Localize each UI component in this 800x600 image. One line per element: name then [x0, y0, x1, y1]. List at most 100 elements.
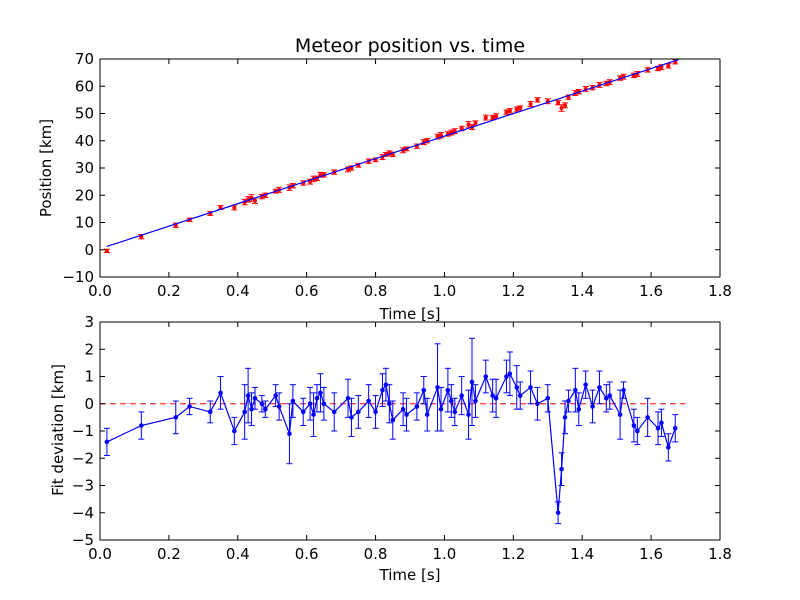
deviation-point [232, 428, 237, 434]
position-point [559, 106, 564, 111]
deviation-point [545, 396, 551, 401]
deviation-point [559, 466, 564, 472]
position-point [528, 101, 533, 106]
x-tick-label: 1.2 [501, 545, 525, 563]
y-tick-label: 3 [84, 313, 94, 331]
deviation-point [318, 390, 323, 396]
deviation-point [173, 415, 179, 420]
y-tick-label: 40 [75, 132, 94, 150]
deviation-point [514, 385, 520, 390]
x-tick-label: 1.6 [639, 282, 663, 300]
x-tick-label: 1.4 [570, 282, 594, 300]
deviation-point [263, 406, 268, 412]
deviation-point [421, 387, 427, 393]
deviation-point [287, 431, 292, 437]
deviation-point [452, 409, 458, 415]
deviation-point [383, 382, 389, 387]
deviation-point [390, 417, 396, 423]
position-point [494, 114, 499, 119]
deviation-point [311, 412, 316, 417]
deviation-point [207, 409, 213, 415]
x-tick-label: 0.6 [295, 282, 319, 300]
y-tick-label: 0 [84, 241, 94, 259]
plot-area [103, 59, 679, 253]
x-tick-label: 0.2 [157, 282, 181, 300]
plot-frame [99, 58, 721, 278]
deviation-point [387, 401, 392, 407]
position-point [466, 122, 471, 127]
position-point [253, 198, 257, 203]
deviation-point [438, 406, 444, 412]
position-point [518, 106, 523, 111]
deviation-point [373, 409, 378, 415]
deviation-point [490, 393, 495, 398]
deviation-point [621, 387, 626, 393]
y-tick-label: 2 [84, 340, 94, 358]
deviation-point [273, 393, 278, 398]
deviation-point [607, 393, 613, 398]
x-tick-label: 0.6 [295, 545, 319, 563]
deviation-point [466, 412, 471, 417]
deviation-point [187, 404, 192, 409]
x-tick-label: 1.8 [708, 282, 732, 300]
linear-fit-line [106, 59, 679, 248]
deviation-point [218, 390, 223, 396]
y-axis-label: Position [km] [37, 119, 55, 217]
x-tick-label: 0.8 [364, 282, 388, 300]
deviation-point [473, 398, 478, 404]
x-tick-label: 0.4 [226, 545, 250, 563]
position-point [504, 110, 509, 115]
deviation-point [356, 409, 361, 415]
x-tick-label: 0.4 [226, 282, 250, 300]
x-tick-label: 0.0 [88, 282, 112, 300]
x-tick-label: 0.2 [157, 545, 181, 563]
deviation-point [655, 425, 661, 431]
position-point [459, 126, 464, 131]
deviation-point [249, 406, 254, 412]
deviation-point [366, 398, 371, 404]
x-tick-label: 0.0 [88, 545, 112, 563]
position-point [507, 108, 512, 113]
position-vs-time-chart: Meteor position vs. time Time [s] Positi… [37, 35, 732, 323]
deviation-point [290, 398, 296, 404]
deviation-point [404, 412, 409, 417]
deviation-point [631, 423, 637, 428]
deviation-point [252, 396, 258, 401]
deviation-point [597, 385, 602, 390]
deviation-point [349, 415, 354, 420]
plot-area [100, 337, 686, 525]
deviation-point [583, 382, 588, 387]
deviation-point [659, 420, 664, 426]
position-point [659, 65, 664, 70]
deviation-point [245, 393, 251, 398]
position-point [473, 121, 478, 126]
y-tick-label: 10 [75, 214, 94, 232]
deviation-line [106, 372, 676, 513]
y-tick-label: 0 [84, 395, 94, 413]
position-point [556, 100, 561, 105]
y-tick-label: −10 [62, 268, 94, 286]
deviation-point [566, 398, 571, 404]
deviation-point [635, 428, 640, 434]
y-tick-label: 30 [75, 159, 94, 177]
position-point [563, 103, 567, 108]
deviation-point [555, 510, 561, 516]
deviation-point [590, 404, 595, 409]
x-axis-label: Time [s] [379, 566, 441, 584]
deviation-point [517, 393, 523, 398]
x-tick-label: 1.0 [433, 282, 457, 300]
x-tick-label: 1.2 [501, 282, 525, 300]
deviation-point [259, 401, 265, 407]
deviation-point [469, 379, 475, 385]
deviation-point [504, 374, 509, 379]
y-tick-label: −4 [72, 504, 94, 522]
x-tick-label: 1.0 [433, 545, 457, 563]
y-tick-label: 1 [84, 368, 94, 386]
deviation-point [666, 445, 671, 450]
y-tick-label: −5 [72, 531, 94, 549]
deviation-point [380, 387, 385, 393]
deviation-point [576, 406, 582, 412]
deviation-point [321, 401, 327, 407]
deviation-point [459, 393, 464, 398]
